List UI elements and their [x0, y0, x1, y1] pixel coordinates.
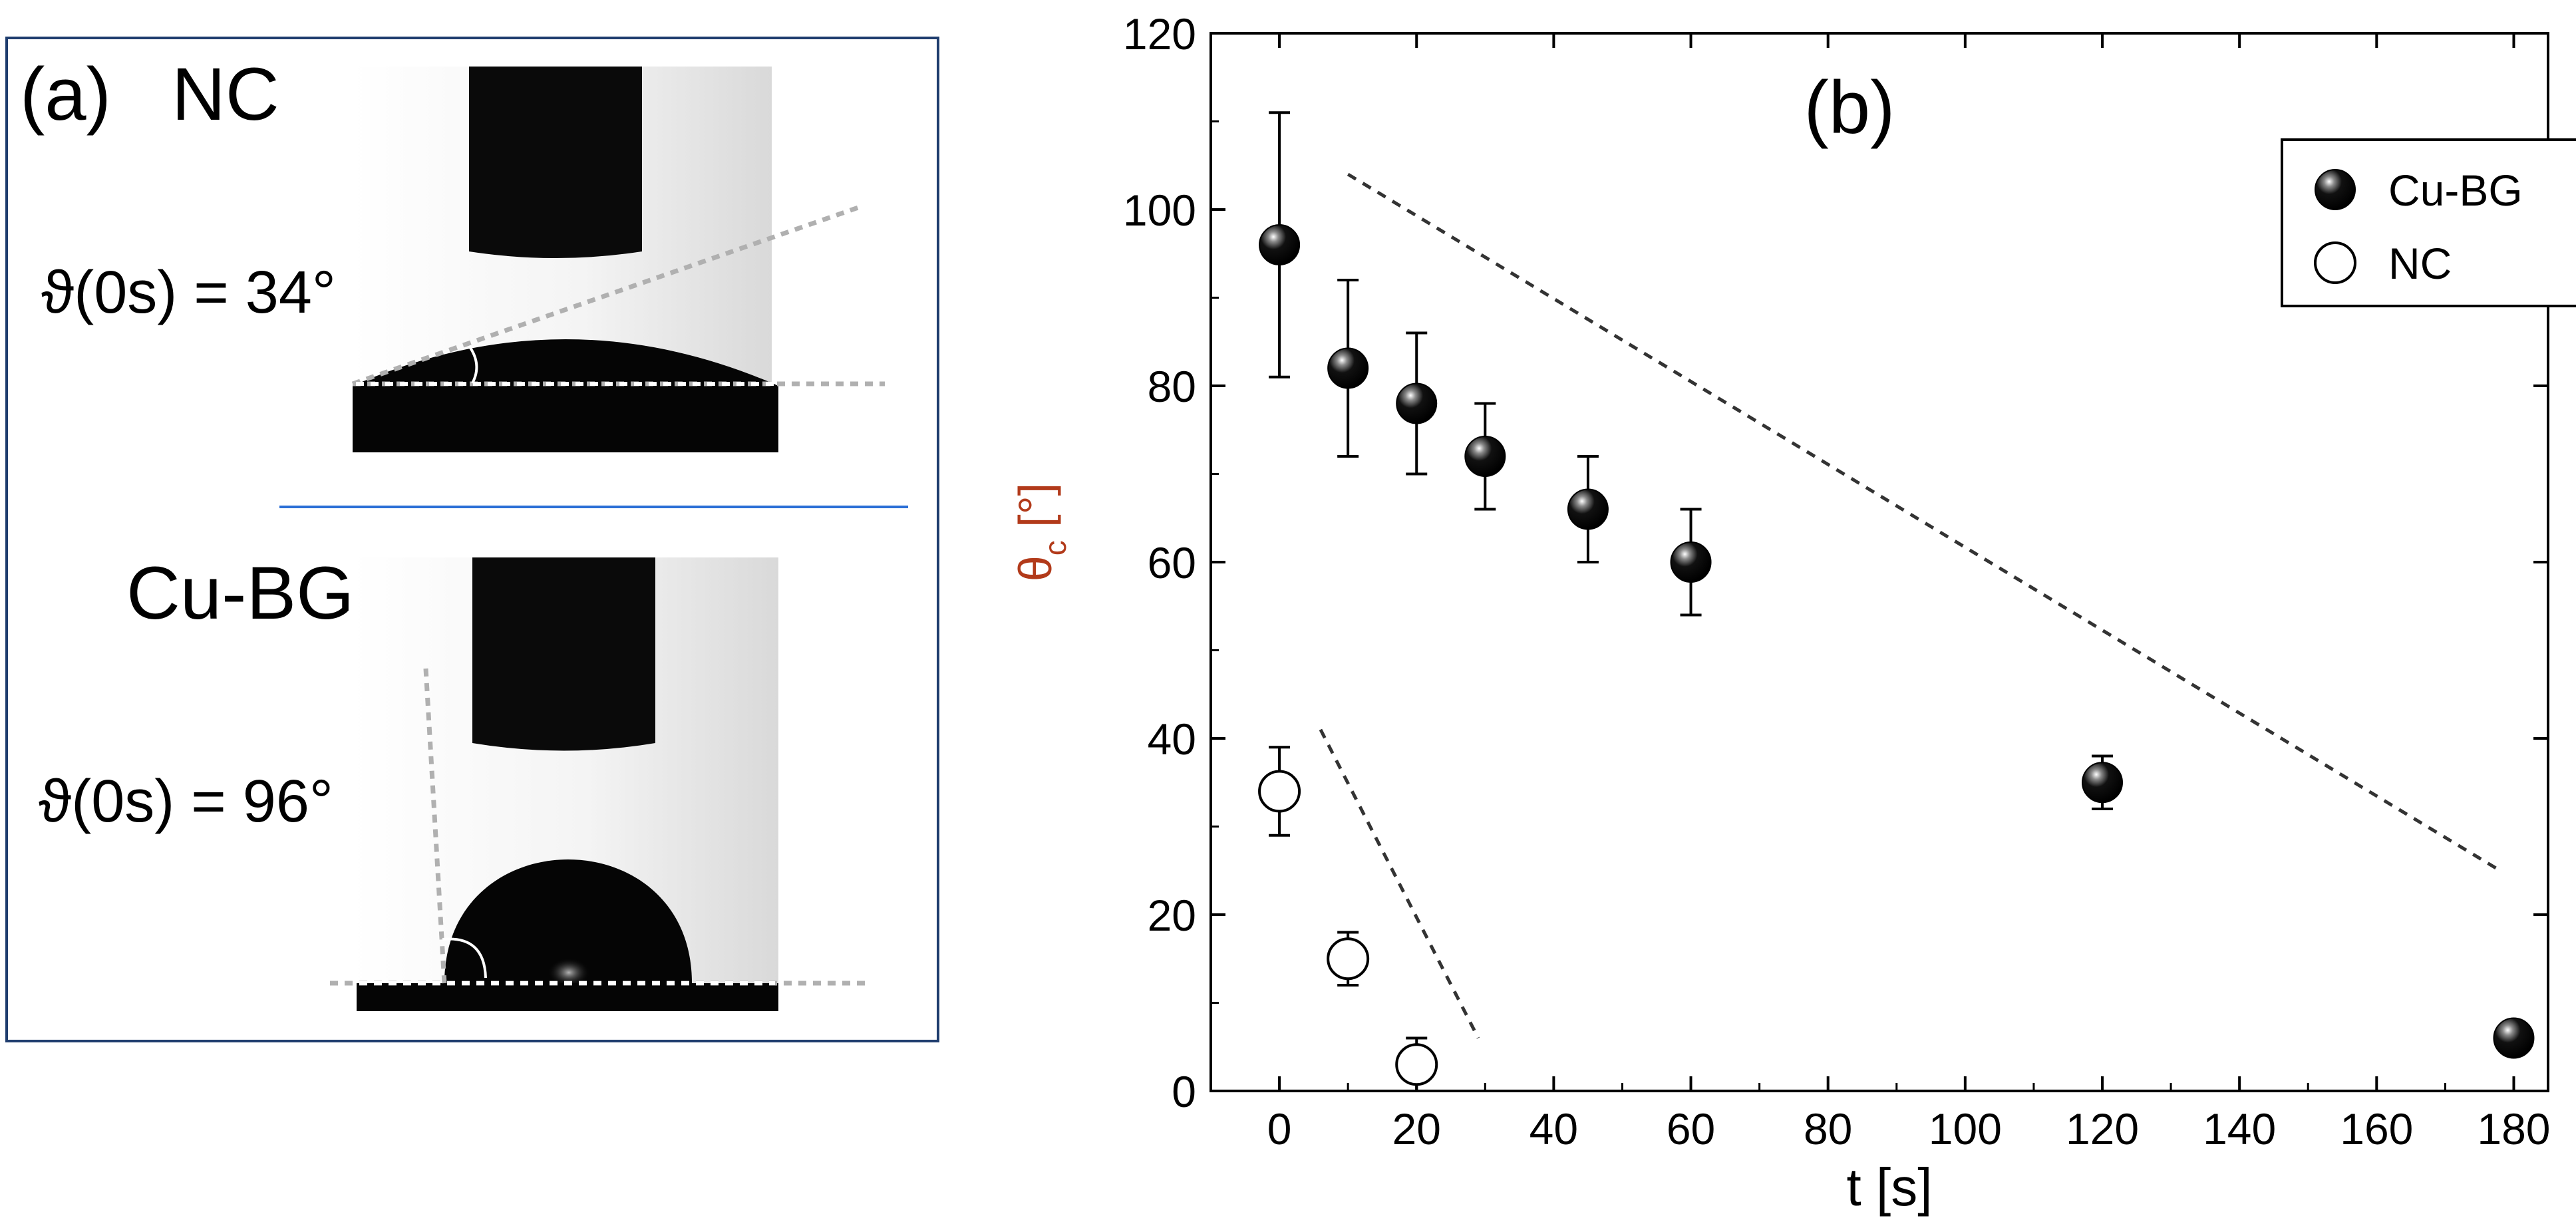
x-tick-label: 100: [1929, 1104, 2002, 1153]
y-tick-label: 20: [1148, 891, 1196, 940]
data-point-cu-bg: [1396, 382, 1438, 424]
trend-line: [1319, 728, 1480, 1039]
data-point-cu-bg: [1327, 347, 1369, 389]
nc-needle: [469, 67, 642, 258]
y-tick-label: 100: [1123, 186, 1196, 235]
x-tick-label: 40: [1530, 1104, 1578, 1153]
nc-droplet: [353, 339, 778, 452]
x-tick-label: 20: [1392, 1104, 1441, 1153]
nc-angle-label: ϑ(0s) = 34°: [41, 259, 336, 326]
data-point-nc: [1327, 937, 1370, 981]
legend-label: NC: [2388, 239, 2452, 288]
contact-angle-chart: 0 20 40 60 80 100 120 0 20 40 60 80 100 120 140 160 180…: [1009, 9, 2576, 1217]
legend: Cu-BG NC: [2281, 138, 2576, 307]
cubg-droplet: [444, 859, 692, 983]
cubg-droplet-photo: [330, 557, 865, 1011]
panel-b-label: (b): [1804, 66, 1895, 149]
y-tick-label: 40: [1148, 714, 1196, 764]
panel-a-label: (a): [20, 53, 111, 136]
nc-droplet-photo: [351, 67, 885, 452]
y-axis-title-subscript: c: [1038, 540, 1072, 555]
legend-label: Cu-BG: [2388, 166, 2523, 215]
data-point-nc: [1258, 770, 1301, 813]
x-tick-label: 180: [2477, 1104, 2550, 1153]
data-series: [1258, 111, 2535, 1092]
x-axis-title: t [s]: [1847, 1157, 1933, 1217]
cubg-angle-label: ϑ(0s) = 96°: [39, 768, 333, 835]
x-tick-label: 160: [2340, 1104, 2413, 1153]
panel-b-chart: 0 20 40 60 80 100 120 0 20 40 60 80 100 120 140 160 180…: [958, 0, 2576, 1224]
y-tick-label: 120: [1123, 9, 1196, 59]
data-point-cu-bg: [2082, 762, 2123, 804]
cubg-sample-label: Cu-BG: [126, 551, 354, 635]
y-tick-label: 60: [1148, 538, 1196, 587]
data-point-cu-bg: [1567, 488, 1609, 530]
x-tick-label: 140: [2203, 1104, 2276, 1153]
trend-lines: [1319, 172, 2501, 1039]
data-point-cu-bg: [1670, 541, 1712, 583]
legend-marker-cu-bg: [2315, 169, 2356, 210]
y-axis-title-main: θ: [1009, 555, 1061, 581]
droplet-figure: (a) NC ϑ(0s) = 34° Cu-BG ϑ(0s) = 96°: [5, 37, 939, 1042]
cubg-needle: [472, 557, 655, 751]
x-axis: 0 20 40 60 80 100 120 140 160 180: [1209, 33, 2551, 1153]
x-tick-label: 120: [2066, 1104, 2139, 1153]
y-tick-label: 0: [1172, 1067, 1196, 1116]
y-axis-title-unit: [°]: [1009, 483, 1061, 540]
y-tick-label: 80: [1148, 362, 1196, 411]
x-tick-label: 0: [1267, 1104, 1292, 1153]
nc-sample-label: NC: [172, 53, 279, 136]
x-tick-label: 60: [1667, 1104, 1715, 1153]
data-point-cu-bg: [2493, 1017, 2535, 1059]
y-axis: 0 20 40 60 80 100 120: [1123, 9, 2548, 1116]
data-point-nc: [1395, 1043, 1438, 1086]
data-point-cu-bg: [1464, 436, 1506, 477]
legend-marker-nc: [2314, 241, 2356, 284]
y-axis-title: θc [°]: [1009, 483, 1072, 581]
panel-a-droplet-images: (a) NC ϑ(0s) = 34° Cu-BG ϑ(0s) = 96°: [0, 0, 958, 1224]
x-tick-label: 80: [1804, 1104, 1852, 1153]
data-point-cu-bg: [1259, 224, 1301, 265]
